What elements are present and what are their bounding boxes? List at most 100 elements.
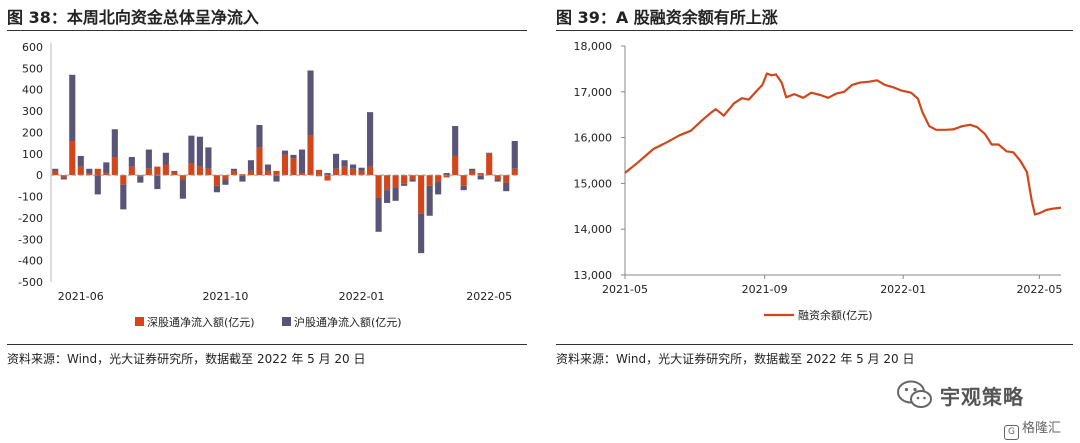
y-tick-label: 400 <box>22 84 43 97</box>
y-tick-label: 100 <box>22 148 43 161</box>
shanghai-bar <box>111 129 118 158</box>
shanghai-bar <box>103 162 110 174</box>
shenzhen-bar <box>290 158 297 176</box>
shenzhen-bar <box>94 168 101 176</box>
shenzhen-bar <box>324 175 331 181</box>
shenzhen-bar <box>435 175 442 182</box>
y-tick-label: 0 <box>36 169 43 182</box>
shanghai-bar <box>256 124 263 148</box>
shanghai-bar <box>426 185 433 216</box>
shanghai-bar <box>162 152 169 165</box>
y-tick-label: 14,000 <box>574 223 613 236</box>
x-tick-label: 2022-01 <box>339 290 385 303</box>
shenzhen-bar <box>307 135 314 176</box>
shanghai-bar <box>298 149 306 174</box>
shanghai-bar <box>247 160 255 171</box>
shanghai-bar <box>511 141 518 169</box>
y-tick-label: 18,000 <box>574 40 613 53</box>
shenzhen-bar <box>120 175 127 185</box>
shenzhen-bar <box>52 170 59 176</box>
shenzhen-bar <box>239 174 246 176</box>
shenzhen-bar <box>503 175 510 183</box>
shanghai-bar <box>350 164 357 169</box>
shenzhen-bar <box>469 170 476 176</box>
shenzhen-bar <box>196 166 203 176</box>
shanghai-bar <box>230 168 238 171</box>
shanghai-bar <box>332 153 340 169</box>
shenzhen-bar <box>358 170 365 176</box>
shenzhen-bar <box>341 166 348 176</box>
chart-title: 图 38：本周北向资金总体呈净流入 <box>7 8 259 27</box>
shenzhen-bar <box>128 166 135 176</box>
shenzhen-bar <box>256 147 263 176</box>
y-tick-label: 13,000 <box>574 269 613 282</box>
shanghai-bar <box>409 179 416 182</box>
shanghai-bar <box>52 168 59 171</box>
shenzhen-bar <box>247 170 255 176</box>
shanghai-bar <box>324 173 331 176</box>
y-tick-label: -500 <box>18 276 43 289</box>
shenzhen-bar <box>273 170 280 176</box>
shenzhen-bar <box>222 175 229 180</box>
shanghai-bar <box>477 175 484 180</box>
source-rule <box>556 344 1073 345</box>
shenzhen-bar <box>401 175 408 184</box>
shenzhen-bar <box>511 168 518 176</box>
shenzhen-bar <box>188 163 195 176</box>
shanghai-bar <box>307 70 314 136</box>
x-tick-label: 2021-10 <box>202 290 248 303</box>
shanghai-bar <box>435 181 442 195</box>
shenzhen-bar <box>367 166 374 176</box>
watermark: 宇观策略 G 格隆汇 <box>896 375 1076 440</box>
shenzhen-bar <box>171 171 178 176</box>
y-tick-label: -300 <box>18 233 43 246</box>
margin-line-chart: 18,00017,00016,00015,00014,00013,0002021… <box>574 40 1063 322</box>
watermark-name: 宇观策略 <box>940 385 1024 409</box>
watermark-badge: G 格隆汇 <box>1004 417 1061 440</box>
shanghai-bar <box>69 74 76 141</box>
y-tick-label: -200 <box>18 212 43 225</box>
y-tick-label: 200 <box>22 126 43 139</box>
x-tick-label: 2022-05 <box>1016 283 1062 296</box>
shanghai-bar <box>196 136 203 167</box>
y-tick-label: -400 <box>18 255 43 268</box>
source-rule <box>7 344 527 345</box>
shenzhen-bar <box>103 173 110 176</box>
shenzhen-bar <box>460 175 467 186</box>
shenzhen-bar <box>384 175 391 191</box>
shanghai-bar <box>213 185 220 193</box>
legend-swatch <box>135 317 144 326</box>
shanghai-bar <box>384 190 391 203</box>
shenzhen-bar <box>69 141 76 176</box>
wechat-icon <box>897 380 932 408</box>
shanghai-bar <box>358 167 365 171</box>
shenzhen-bar <box>332 168 340 176</box>
shenzhen-bar <box>111 157 118 176</box>
title-rule <box>556 30 1073 31</box>
margin-balance-line <box>624 72 1062 216</box>
shenzhen-bar <box>205 168 212 176</box>
shanghai-bar <box>222 179 229 185</box>
shenzhen-bar <box>60 175 67 178</box>
shanghai-bar <box>77 155 84 167</box>
shanghai-bar <box>273 175 280 182</box>
shenzhen-bar <box>409 175 416 180</box>
shenzhen-bar <box>477 173 484 176</box>
x-tick-label: 2021-09 <box>742 283 788 296</box>
shanghai-bar <box>392 188 399 201</box>
x-tick-label: 2022-05 <box>466 290 512 303</box>
northbound-bar-chart: 600 500 400 300 200 100 0 -100 -200 -300 -400 -500 2… <box>18 41 519 329</box>
y-tick-label: 600 <box>22 41 43 54</box>
shanghai-bar <box>94 175 101 195</box>
shenzhen-bar <box>179 175 186 180</box>
shenzhen-bar <box>230 170 238 176</box>
shanghai-bar <box>145 149 152 169</box>
shanghai-bar <box>60 177 67 180</box>
y-tick-label: 17,000 <box>574 86 613 99</box>
shanghai-bar <box>264 164 272 171</box>
shenzhen-bar <box>494 175 501 180</box>
shanghai-bar <box>128 157 135 167</box>
shanghai-bar <box>120 184 127 210</box>
shanghai-bar <box>367 112 374 167</box>
x-tick-label: 2021-05 <box>602 283 648 296</box>
